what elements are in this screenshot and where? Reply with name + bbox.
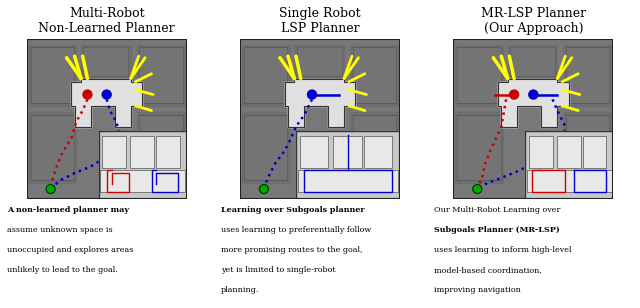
Bar: [285, 82, 355, 106]
Text: unlikely to lead to the goal.: unlikely to lead to the goal.: [7, 266, 118, 274]
Bar: [102, 136, 126, 168]
Circle shape: [307, 90, 316, 99]
Circle shape: [83, 90, 92, 99]
Text: Subgoals Planner (MR-LSP): Subgoals Planner (MR-LSP): [434, 226, 560, 234]
Bar: [455, 45, 503, 106]
Bar: [294, 45, 344, 79]
Bar: [566, 47, 609, 103]
Bar: [525, 132, 613, 199]
Bar: [99, 132, 187, 199]
Text: planning.: planning.: [221, 286, 259, 294]
Bar: [508, 45, 557, 79]
Bar: [364, 136, 392, 168]
Text: yet is limited to single-robot: yet is limited to single-robot: [221, 266, 335, 274]
Bar: [510, 47, 555, 76]
Bar: [457, 115, 500, 180]
Bar: [564, 45, 612, 106]
Polygon shape: [285, 79, 355, 127]
Text: model-based coordination,: model-based coordination,: [434, 266, 542, 274]
Text: Learning over Subgoals planner: Learning over Subgoals planner: [221, 206, 364, 214]
Bar: [353, 115, 396, 180]
Text: Our Multi-Robot Learning over: Our Multi-Robot Learning over: [434, 206, 561, 214]
Bar: [351, 45, 399, 106]
Bar: [137, 45, 185, 106]
Bar: [241, 45, 289, 106]
Bar: [582, 136, 606, 168]
Bar: [333, 136, 362, 168]
Bar: [564, 112, 612, 183]
Text: MR-LSP Planner
(Our Approach): MR-LSP Planner (Our Approach): [481, 7, 586, 35]
Bar: [457, 47, 500, 103]
Text: uses learning to inform high-level: uses learning to inform high-level: [434, 246, 572, 254]
Text: Multi-Robot
Non-Learned Planner: Multi-Robot Non-Learned Planner: [38, 7, 175, 35]
Bar: [288, 106, 304, 127]
Circle shape: [259, 184, 268, 193]
Bar: [244, 47, 287, 103]
Bar: [296, 132, 400, 199]
Bar: [72, 82, 142, 106]
Text: Single Robot
LSP Planner: Single Robot LSP Planner: [279, 7, 361, 35]
Bar: [28, 112, 76, 183]
Bar: [137, 112, 185, 183]
Bar: [296, 132, 400, 199]
Circle shape: [102, 90, 111, 99]
Bar: [300, 136, 328, 168]
Bar: [297, 47, 342, 76]
Text: improving navigation: improving navigation: [434, 286, 521, 294]
Bar: [100, 170, 185, 192]
Bar: [529, 136, 552, 168]
Bar: [31, 47, 74, 103]
Bar: [140, 115, 183, 180]
Bar: [557, 136, 581, 168]
Bar: [525, 132, 613, 199]
Text: uses learning to preferentially follow: uses learning to preferentially follow: [221, 226, 371, 234]
Circle shape: [46, 184, 55, 193]
Circle shape: [509, 90, 518, 99]
Bar: [83, 47, 128, 76]
Bar: [498, 82, 568, 106]
Bar: [31, 115, 74, 180]
Bar: [501, 106, 517, 127]
Bar: [99, 132, 187, 199]
Bar: [81, 45, 131, 79]
Bar: [455, 112, 503, 183]
Bar: [353, 47, 396, 103]
Text: unoccupied and explores areas: unoccupied and explores areas: [7, 246, 134, 254]
Bar: [298, 170, 398, 192]
Text: more promising routes to the goal,: more promising routes to the goal,: [221, 246, 362, 254]
Bar: [351, 112, 399, 183]
Bar: [244, 115, 287, 180]
Polygon shape: [72, 79, 142, 127]
Bar: [75, 106, 91, 127]
Circle shape: [529, 90, 538, 99]
Text: assume unknown space is: assume unknown space is: [7, 226, 113, 234]
Circle shape: [473, 184, 482, 193]
Bar: [131, 136, 154, 168]
Bar: [566, 115, 609, 180]
Text: A non-learned planner may: A non-learned planner may: [7, 206, 129, 214]
Bar: [527, 170, 612, 192]
Bar: [140, 47, 183, 103]
Polygon shape: [498, 79, 568, 127]
Bar: [241, 112, 289, 183]
Bar: [156, 136, 180, 168]
Bar: [28, 45, 76, 106]
